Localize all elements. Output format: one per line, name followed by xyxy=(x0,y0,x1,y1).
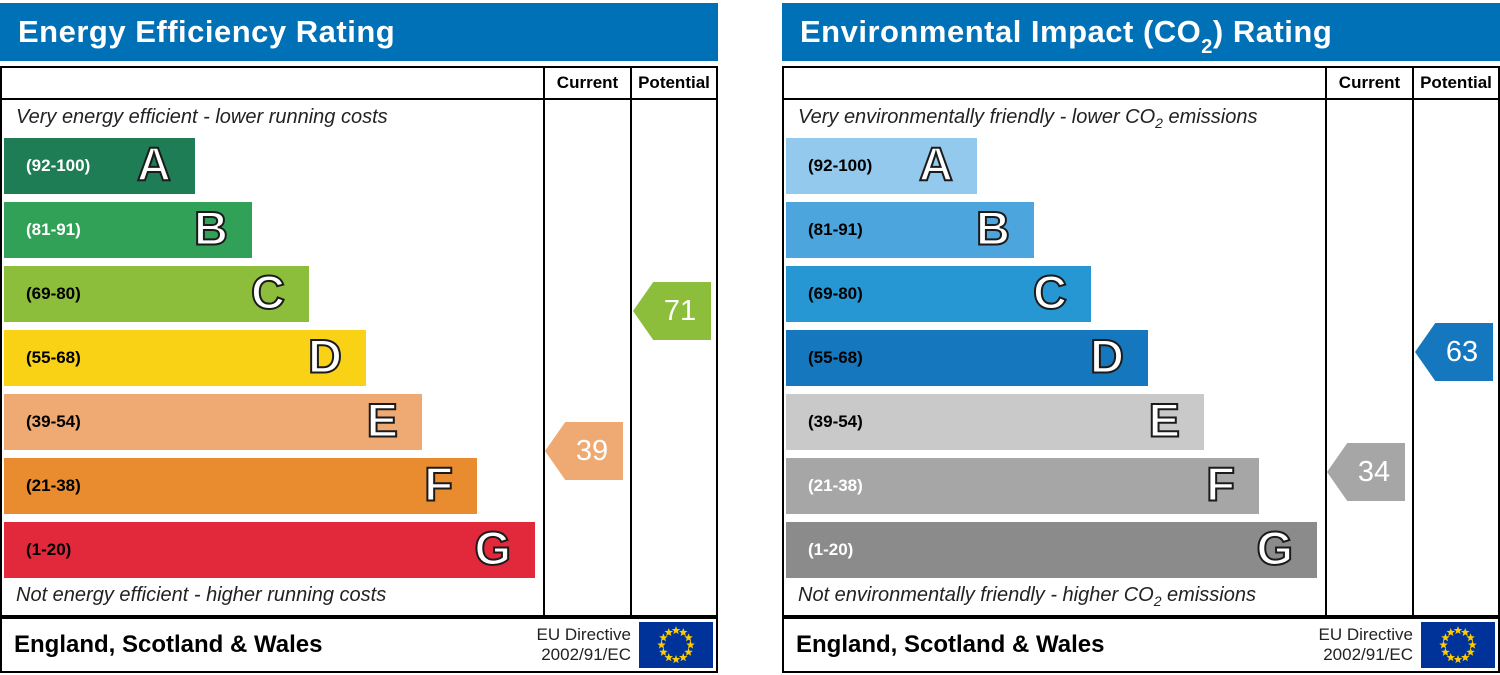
band-letter: D xyxy=(307,329,343,383)
current-rating-arrow: 39 xyxy=(545,422,623,480)
column-header-row xyxy=(784,68,1498,100)
band-range-label: (39-54) xyxy=(808,412,863,431)
band-range-label: (81-91) xyxy=(26,220,81,239)
potential-rating-value: 63 xyxy=(1445,335,1479,368)
chart-title: Energy Efficiency Rating xyxy=(0,3,718,61)
band-letter: G xyxy=(1255,521,1294,575)
eu-flag-icon xyxy=(1421,622,1495,668)
band-d-row: (55-68) D xyxy=(4,330,366,386)
potential-column-header: Potential xyxy=(638,73,710,92)
bottom-caption-text: Not environmentally friendly - higher CO xyxy=(798,584,1154,606)
top-caption-text: Very energy efficient - lower running co… xyxy=(16,106,388,128)
eu-directive-line2: 2002/91/EC xyxy=(1323,645,1413,664)
chart-footer: England, Scotland & Wales EU Directive 2… xyxy=(0,617,718,673)
eu-flag-icon xyxy=(639,622,713,668)
current-column-divider xyxy=(1325,68,1327,615)
band-range-label: (81-91) xyxy=(808,220,863,239)
footer-region-label: England, Scotland & Wales xyxy=(14,631,323,658)
band-c-row: (69-80) C xyxy=(786,266,1091,322)
band-letter: B xyxy=(975,201,1011,255)
top-caption: Very environmentally friendly - lower CO… xyxy=(798,106,1258,131)
chart-title: Environmental Impact (CO 2) Rating xyxy=(782,3,1500,61)
top-caption-text: Very environmentally friendly - lower CO xyxy=(798,106,1156,128)
chart-title-text: Energy Efficiency Rating xyxy=(18,14,396,49)
potential-rating-value: 71 xyxy=(663,294,697,327)
eu-directive-line1: EU Directive xyxy=(536,624,631,644)
bottom-caption-subscript: 2 xyxy=(1153,593,1162,609)
potential-rating-arrow: 63 xyxy=(1415,323,1493,381)
band-letter: A xyxy=(136,137,172,191)
current-rating-arrow: 34 xyxy=(1327,443,1405,501)
band-range-label: (55-68) xyxy=(808,348,863,367)
potential-rating-arrow: 71 xyxy=(633,282,711,340)
band-range-label: (92-100) xyxy=(808,156,873,175)
band-d-row: (55-68) D xyxy=(786,330,1148,386)
band-range-label: (1-20) xyxy=(26,540,72,559)
footer-region-label: England, Scotland & Wales xyxy=(796,631,1105,658)
band-b-row: (81-91) B xyxy=(4,202,252,258)
band-letter: F xyxy=(423,457,454,511)
energy-efficiency-chart: Energy Efficiency Rating Current Potenti… xyxy=(0,0,718,675)
band-letter: C xyxy=(250,265,286,319)
band-range-label: (21-38) xyxy=(808,476,863,495)
current-column-header: Current xyxy=(1338,73,1401,92)
chart-title-text: Environmental Impact (CO xyxy=(800,14,1202,49)
bottom-caption: Not environmentally friendly - higher CO… xyxy=(798,584,1256,609)
band-letter: F xyxy=(1205,457,1236,511)
eu-directive-label: EU Directive 2002/91/EC xyxy=(1319,625,1413,665)
bottom-caption: Not energy efficient - higher running co… xyxy=(16,584,386,607)
band-letter: E xyxy=(1148,393,1181,447)
current-column-header: Current xyxy=(556,73,619,92)
potential-column-divider xyxy=(1412,68,1414,615)
band-g-row: (1-20) G xyxy=(786,522,1317,578)
current-rating-value: 39 xyxy=(575,434,609,467)
band-e-row: (39-54) E xyxy=(786,394,1204,450)
top-caption-subscript: 2 xyxy=(1155,115,1163,131)
potential-column-divider xyxy=(630,68,632,615)
rating-table: Current Potential Very environmentally f… xyxy=(782,66,1500,617)
eu-directive-line2: 2002/91/EC xyxy=(541,645,631,664)
top-caption: Very energy efficient - lower running co… xyxy=(16,106,388,129)
band-range-label: (69-80) xyxy=(26,284,81,303)
band-letter: E xyxy=(366,393,399,447)
band-letter: D xyxy=(1089,329,1125,383)
band-letter: G xyxy=(473,521,512,575)
chart-footer: England, Scotland & Wales EU Directive 2… xyxy=(782,617,1500,673)
rating-table: Current Potential Very energy efficient … xyxy=(0,66,718,617)
band-e-row: (39-54) E xyxy=(4,394,422,450)
bottom-caption-text: Not energy efficient - higher running co… xyxy=(16,584,387,606)
band-range-label: (21-38) xyxy=(26,476,81,495)
top-caption-suffix: emissions xyxy=(1162,106,1258,128)
chart-title-suffix: ) Rating xyxy=(1212,14,1333,49)
column-header-row xyxy=(2,68,716,100)
band-range-label: (55-68) xyxy=(26,348,81,367)
current-column-divider xyxy=(543,68,545,615)
band-a-row: (92-100) A xyxy=(4,138,195,194)
band-range-label: (69-80) xyxy=(808,284,863,303)
band-range-label: (92-100) xyxy=(26,156,91,175)
band-range-label: (39-54) xyxy=(26,412,81,431)
band-b-row: (81-91) B xyxy=(786,202,1034,258)
eu-directive-label: EU Directive 2002/91/EC xyxy=(537,625,631,665)
potential-column-header: Potential xyxy=(1420,73,1492,92)
band-letter: C xyxy=(1032,265,1068,319)
current-rating-value: 34 xyxy=(1357,455,1391,488)
band-letter: A xyxy=(918,137,954,191)
band-range-label: (1-20) xyxy=(808,540,854,559)
band-f-row: (21-38) F xyxy=(4,458,477,514)
band-g-row: (1-20) G xyxy=(4,522,535,578)
band-f-row: (21-38) F xyxy=(786,458,1259,514)
band-a-row: (92-100) A xyxy=(786,138,977,194)
eu-directive-line1: EU Directive xyxy=(1318,624,1413,644)
band-c-row: (69-80) C xyxy=(4,266,309,322)
bottom-caption-suffix: emissions xyxy=(1161,584,1256,606)
environmental-impact-chart: Environmental Impact (CO 2) Rating Curren… xyxy=(782,0,1500,675)
band-letter: B xyxy=(193,201,229,255)
